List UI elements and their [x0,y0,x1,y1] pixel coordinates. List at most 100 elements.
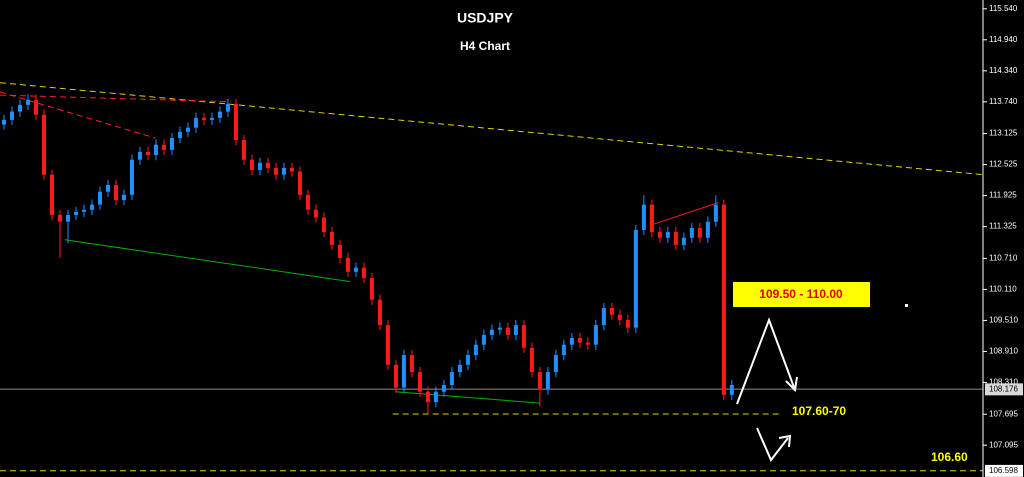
y-tick-label: 108.310 [989,378,1018,387]
y-tick-label: 108.910 [989,347,1018,356]
candle-body [473,344,478,356]
candle-body [641,204,646,230]
candle-body [369,278,374,300]
candle-body [585,342,590,345]
marker-dot [905,304,908,307]
trend-line [0,82,984,176]
candle-body [601,308,606,326]
candle-body [593,325,598,345]
arrow-head [778,434,792,448]
price-tag-label: 106.598 [989,466,1018,475]
candle-body [313,209,318,218]
candle-body [249,159,254,171]
candle-body [721,204,726,395]
projection-arrow [756,427,789,462]
candle-body [65,214,70,222]
y-tick-label: 115.540 [989,4,1018,13]
candle-body [81,209,86,212]
price-tag [985,464,1023,477]
candle-body [505,327,510,335]
candle-body [289,167,294,172]
candle-body [625,319,630,328]
candle-body [129,159,134,195]
candle-body [73,211,78,215]
candle-body [337,244,342,258]
candle-body [1,119,6,125]
candle-body [665,232,670,238]
candle-body [689,227,694,238]
candle-body [17,104,22,112]
candle-body [89,204,94,210]
y-tick-label: 113.740 [989,97,1018,106]
candle-body [705,221,710,238]
candle-body [393,364,398,388]
candle-body [201,117,206,120]
candle-body [49,174,54,215]
candle-body [209,117,214,120]
projection-arrow [736,317,796,405]
y-tick-label: 110.110 [989,285,1017,294]
candle-body [385,325,390,365]
candle-body [353,267,358,272]
candle-body [409,355,414,373]
candle-body [233,103,238,141]
candle-body [713,204,718,222]
candle-body [649,204,654,233]
candle-body [449,372,454,386]
candle-body [57,214,62,222]
candle-body [377,299,382,326]
y-tick-label: 110.710 [989,254,1018,263]
y-tick-label: 111.325 [989,222,1017,231]
candle-body [553,355,558,373]
candle-body [497,327,502,330]
candle-body [729,385,734,395]
chart-title: USDJPY [457,10,514,26]
trend-line [651,202,719,226]
candle-body [465,355,470,365]
y-tick-label: 114.340 [989,66,1018,75]
candle-body [257,162,262,171]
arrow-head [785,376,798,393]
candle-body [433,391,438,403]
candle-body [321,217,326,233]
candle-body [489,329,494,335]
candle-body [697,227,702,238]
candle-body [161,144,166,150]
candle-body [545,372,550,390]
price-tag-label: 108.176 [989,384,1018,393]
candle-body [417,372,422,392]
candle-body [441,385,446,392]
candle-body [25,99,30,105]
candle-body [569,337,574,345]
candle-body [617,314,622,320]
target-box [733,282,870,307]
y-tick-label: 112.525 [989,160,1018,169]
candle-body [113,185,118,200]
trend-line [0,91,156,139]
candle-body [481,334,486,345]
candle-body [305,194,310,210]
y-tick-label: 111.925 [989,191,1017,200]
y-tick-label: 107.695 [989,409,1018,418]
candle-body [185,127,190,132]
candle-body [177,131,182,138]
candle-body [273,167,278,175]
candle-body [105,185,110,192]
candle-body [657,232,662,238]
candle-body [9,111,14,120]
candle-body [633,229,638,328]
candle-body [561,344,566,356]
candle-body [121,194,126,200]
candle-body [673,232,678,245]
candle-body [265,162,270,168]
candle-body [97,191,102,205]
candle-body [529,347,534,373]
candle-body [345,257,350,272]
candle-body [33,99,38,115]
candle-body [457,364,462,373]
candle-body [361,267,366,279]
plot-area [0,82,984,472]
candle-body [193,117,198,128]
